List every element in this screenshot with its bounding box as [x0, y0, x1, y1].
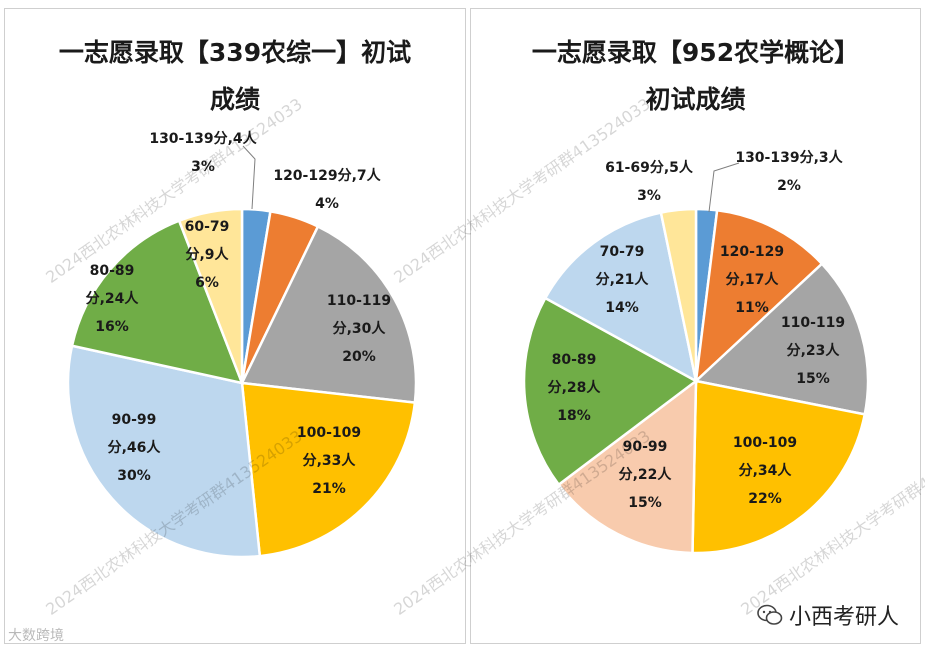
- pie-chart-339: 130-139分,4人 3% 120-129分,7人 4% 110-119 分,30人 20…: [66, 130, 418, 559]
- leader-line: [708, 162, 740, 213]
- slice-label: 70-79 分,21人 14%: [596, 244, 650, 316]
- pie-slice-60-79分: [177, 207, 244, 384]
- slice-label: 110-119 分,23人 15%: [781, 315, 845, 387]
- slice-label: 61-69分,5人 3%: [605, 159, 694, 204]
- slice-label: 80-89 分,24人 16%: [86, 263, 140, 335]
- slice-label: 110-119 分,30人 20%: [327, 293, 391, 365]
- slice-label: 120-129 分,17人 11%: [720, 244, 784, 316]
- leader-line: [242, 145, 256, 210]
- slice-label: 100-109 分,34人 22%: [733, 435, 797, 507]
- pie-slice-120-129分: [694, 208, 824, 385]
- slice-label: 130-139分,4人 3%: [149, 130, 257, 175]
- chart-title: 一志愿录取【339农综一】初试成绩: [58, 38, 412, 114]
- pie-slice-90-99分: [66, 344, 262, 559]
- pie-slice-90-99分: [556, 378, 698, 555]
- brand-watermark-left: 大数跨境: [8, 628, 64, 644]
- slice-label: 80-89 分,28人 18%: [548, 352, 602, 424]
- pie-slice-80-89分: [70, 219, 245, 385]
- pie-slice-110-119分: [240, 224, 418, 404]
- pie-chart-952: 130-139分,3人 2% 120-129 分,17人 11%110-119 分,23人…: [522, 149, 870, 555]
- slice-label: 130-139分,3人 2%: [735, 149, 843, 194]
- chart-panel-952: 一志愿录取【952农学概论】初试成绩 130-139分,3人 2% 120-129 分…: [470, 8, 921, 644]
- slice-label: 60-79 分,9人 6%: [185, 219, 230, 291]
- slice-label: 100-109 分,33人 21%: [297, 425, 361, 497]
- pie-slice-100-109分: [691, 379, 867, 555]
- slice-label: 90-99 分,22人 15%: [619, 439, 673, 511]
- brand-name: 小西考研人: [788, 605, 899, 630]
- pie-slice-70-79分: [543, 211, 698, 384]
- chart-title: 一志愿录取【952农学概论】初试成绩: [531, 38, 860, 114]
- chart-panel-339: 一志愿录取【339农综一】初试成绩 130-139分,4人 3% 120-129分,…: [4, 8, 466, 644]
- slice-label: 120-129分,7人 4%: [273, 167, 381, 212]
- pie-slice-61-69分: [659, 207, 698, 382]
- brand-watermark-right: 小西考研人: [757, 599, 899, 631]
- pie-slice-110-119分: [693, 262, 870, 416]
- slice-label: 90-99 分,46人 30%: [108, 412, 162, 484]
- pie-slice-80-89分: [522, 296, 699, 487]
- pie-slice-100-109分: [240, 381, 417, 558]
- wechat-icon: [757, 604, 783, 625]
